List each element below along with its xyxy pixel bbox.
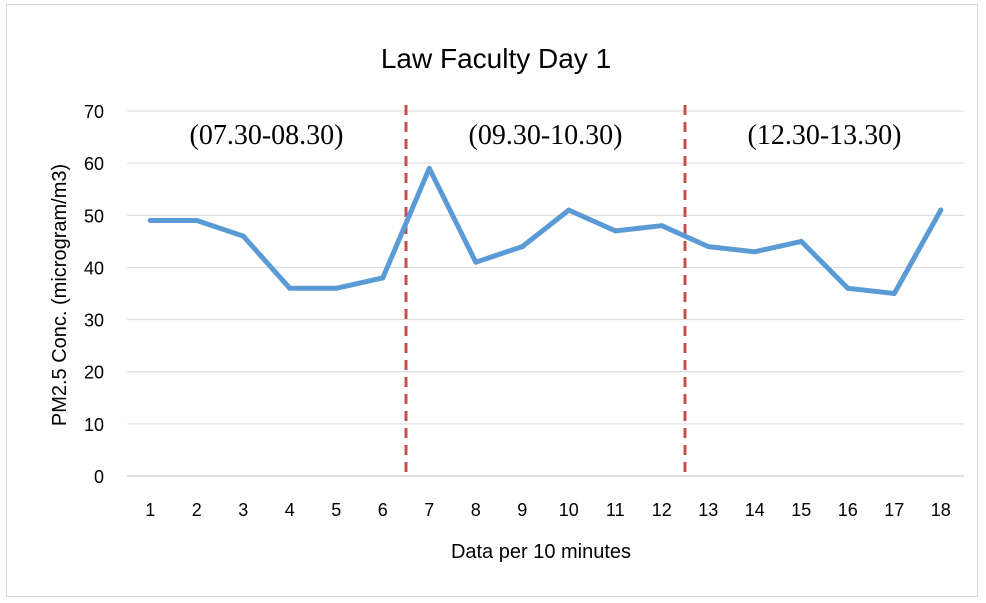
period-dividers: [404, 105, 687, 478]
x-tick-label: 4: [285, 500, 295, 520]
data-point: [333, 285, 339, 291]
x-tick-label: 1: [145, 500, 155, 520]
y-tick-label: 50: [84, 206, 104, 226]
data-point: [240, 233, 246, 239]
y-tick-label: 10: [84, 415, 104, 435]
x-tick-label: 10: [559, 500, 579, 520]
y-tick-label: 60: [84, 154, 104, 174]
x-tick-label: 12: [652, 500, 672, 520]
period-annotations: (07.30-08.30) (09.30-10.30) (12.30-13.30): [190, 120, 902, 151]
data-point: [891, 291, 897, 296]
x-tick-label: 18: [931, 500, 951, 520]
y-tick-label: 20: [84, 363, 104, 383]
x-tick-label: 16: [838, 500, 858, 520]
y-axis-label: PM2.5 Conc. (microgram/m3): [49, 164, 71, 426]
x-axis-label: Data per 10 minutes: [451, 541, 631, 563]
data-point: [426, 165, 432, 171]
y-tick-labels: 0 10 20 30 40 50 60 70: [84, 102, 104, 487]
series-line-group: [147, 165, 944, 296]
x-tick-labels: 1 2 3 4 5 6 7 8 9 10 11 12 13 14 15 16 17 18: [145, 500, 951, 520]
x-tick-label: 6: [378, 500, 388, 520]
data-point: [380, 275, 386, 281]
y-tick-label: 30: [84, 311, 104, 331]
data-point: [287, 285, 293, 291]
chart-frame: [6, 4, 978, 597]
x-tick-label: 8: [471, 500, 481, 520]
x-tick-label: 14: [745, 500, 765, 520]
data-point: [194, 218, 200, 223]
y-tick-label: 70: [84, 102, 104, 122]
data-point: [612, 228, 618, 234]
data-point: [752, 249, 758, 255]
period-annotation: (12.30-13.30): [748, 120, 902, 151]
data-point: [938, 207, 944, 213]
x-tick-label: 7: [424, 500, 434, 520]
x-tick-label: 2: [192, 500, 202, 520]
period-annotation: (09.30-10.30): [469, 120, 623, 151]
x-tick-label: 13: [698, 500, 718, 520]
data-point: [798, 238, 804, 244]
y-tick-label: 0: [94, 467, 104, 487]
data-point: [147, 218, 153, 223]
x-tick-label: 3: [238, 500, 248, 520]
y-tick-label: 40: [84, 258, 104, 278]
data-point: [473, 259, 479, 265]
data-point: [705, 244, 711, 250]
period-annotation: (07.30-08.30): [190, 120, 344, 151]
chart-title: Law Faculty Day 1: [381, 43, 611, 74]
x-tick-label: 11: [606, 500, 625, 520]
gridlines: [127, 110, 964, 477]
data-point: [659, 223, 665, 229]
x-tick-label: 17: [884, 500, 904, 520]
x-tick-label: 5: [331, 500, 341, 520]
data-point: [519, 244, 525, 250]
x-tick-label: 15: [791, 500, 811, 520]
x-tick-label: 9: [517, 500, 527, 520]
data-point: [845, 285, 851, 291]
data-point: [566, 207, 572, 213]
series-line: [147, 165, 944, 296]
